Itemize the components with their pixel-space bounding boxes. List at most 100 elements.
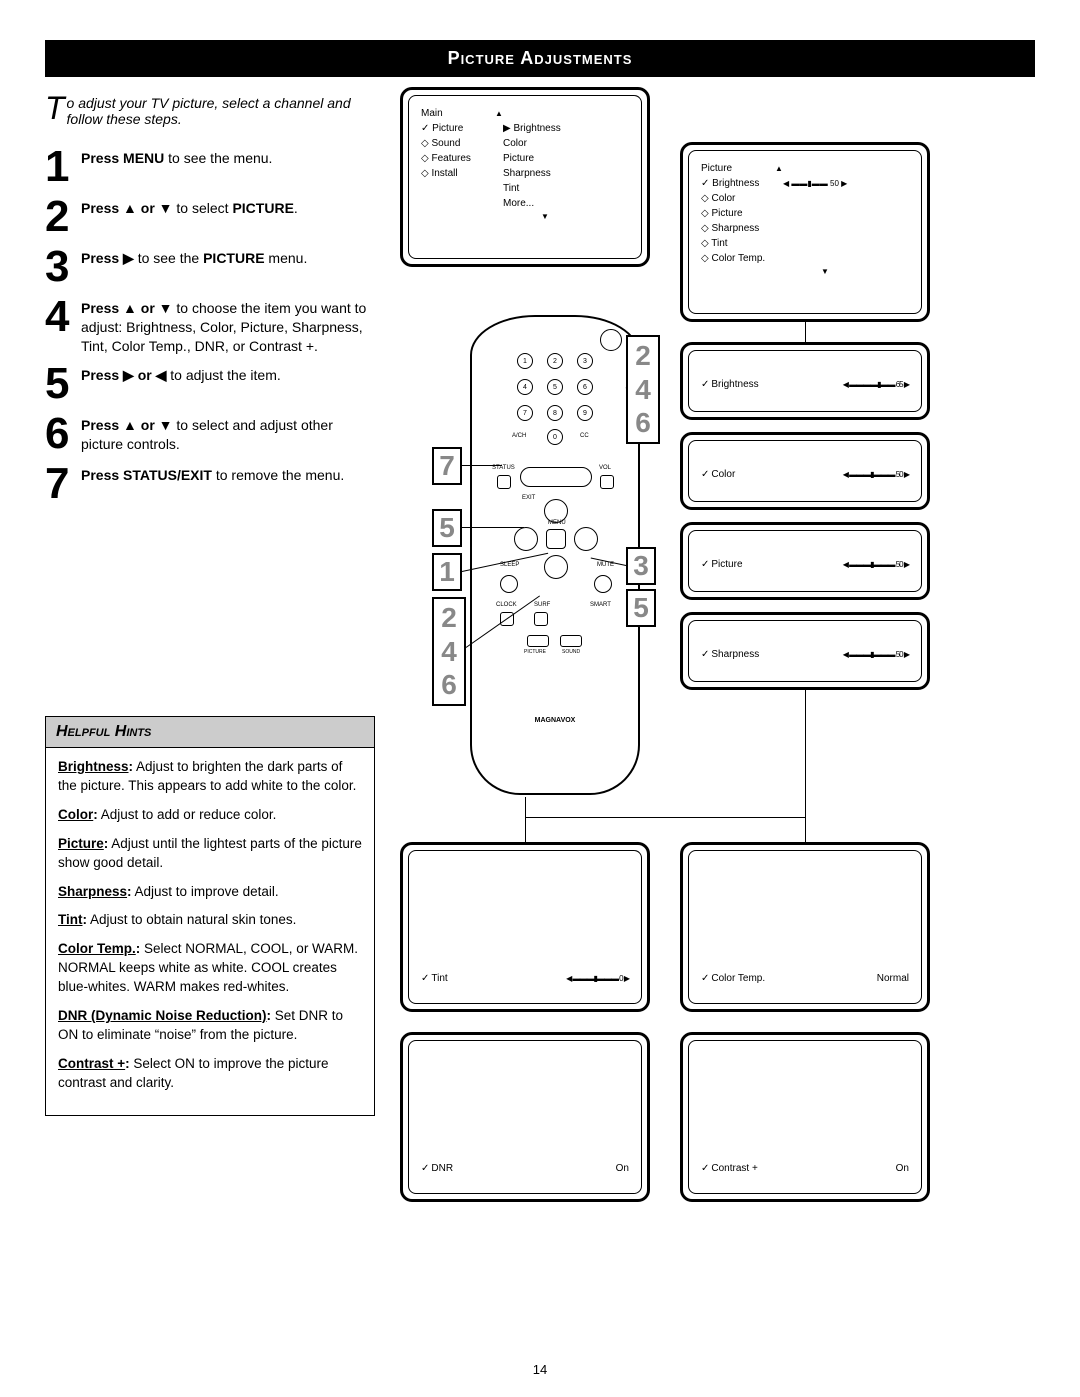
step-number: 6: [45, 412, 81, 456]
step-number: 7: [45, 462, 81, 506]
callout-r5: 5: [626, 589, 656, 627]
slider-track: ◀ ▬▬▬▮▬▬▬ 50 ▶: [843, 469, 909, 481]
remote-surf-btn: [534, 612, 548, 626]
remote-sleep-btn: [500, 575, 518, 593]
remote-btn-2: 2: [547, 353, 563, 369]
step-text: Press ▲ or ▼ to select and adjust other …: [81, 412, 375, 454]
remote-btn-4: 4: [517, 379, 533, 395]
remote-btn-1: 1: [517, 353, 533, 369]
remote-vol-label: VOL: [599, 465, 611, 471]
remote-ch-rocker: [520, 467, 592, 487]
hints-title: Helpful Hints: [46, 717, 374, 748]
tv-sharpness-slider: Sharpness ◀ ▬▬▬▮▬▬▬ 50 ▶: [680, 612, 930, 690]
remote-power-btn: [600, 329, 622, 351]
hint-item: Color Temp.: Select NORMAL, COOL, or WAR…: [58, 940, 362, 997]
remote-menu-label: MENU: [548, 520, 566, 526]
tv-colortemp-panel: Color Temp.Normal: [680, 842, 930, 1012]
step-text: Press ▶ or ◀ to adjust the item.: [81, 362, 281, 385]
remote-btn-6: 6: [577, 379, 593, 395]
tint-label: Tint: [421, 971, 448, 986]
tv-main-menu-inner: Main▲✓ Picture▶ Brightness◇ SoundColor◇ …: [415, 102, 635, 252]
callout-1: 1: [432, 553, 462, 591]
step-text: Press ▲ or ▼ to select PICTURE.: [81, 195, 298, 218]
step-item: 1Press MENU to see the menu.: [45, 145, 375, 189]
remote-sound-label: SOUND: [562, 649, 580, 655]
step-number: 5: [45, 362, 81, 406]
tv-main-menu: Main▲✓ Picture▶ Brightness◇ SoundColor◇ …: [400, 87, 650, 267]
step-number: 1: [45, 145, 81, 189]
step-text: Press ▲ or ▼ to choose the item you want…: [81, 295, 375, 356]
step-item: 2Press ▲ or ▼ to select PICTURE.: [45, 195, 375, 239]
leader-line: [462, 527, 524, 528]
remote-dpad-left: [514, 527, 538, 551]
sharpness-label: Sharpness: [701, 647, 759, 662]
intro-body: o adjust your TV picture, select a chann…: [67, 95, 351, 127]
contrast-val: On: [896, 1161, 909, 1176]
tv-contrast-panel: Contrast + On: [680, 1032, 930, 1202]
remote-btn-0: 0: [547, 429, 563, 445]
step-number: 2: [45, 195, 81, 239]
picture-label: Picture: [701, 557, 743, 572]
remote-sound-btn: [560, 635, 582, 647]
step-item: 6Press ▲ or ▼ to select and adjust other…: [45, 412, 375, 456]
contrast-label: Contrast +: [701, 1161, 758, 1176]
slider-track: ◀ ▬▬▬▮▬▬▬ 50 ▶: [843, 559, 909, 571]
slider-track: ◀ ▬▬▬▮▬▬▬ 50 ▶: [843, 649, 909, 661]
step-text: Press MENU to see the menu.: [81, 145, 272, 168]
tv-picture-menu: Picture▲✓ Brightness◀ ▬▬▮▬▬ 50 ▶◇ Color◇…: [680, 142, 930, 322]
hint-item: Color: Adjust to add or reduce color.: [58, 806, 362, 825]
remote-mute-btn: [594, 575, 612, 593]
content-area: To adjust your TV picture, select a chan…: [45, 87, 1035, 1247]
remote-btn-5: 5: [547, 379, 563, 395]
step-item: 5Press ▶ or ◀ to adjust the item.: [45, 362, 375, 406]
step-number: 4: [45, 295, 81, 339]
callout-7: 7: [432, 447, 462, 485]
remote-btn-8: 8: [547, 405, 563, 421]
callout-3: 3: [626, 547, 656, 585]
leader-line: [525, 817, 805, 818]
step-item: 7Press STATUS/EXIT to remove the menu.: [45, 462, 375, 506]
remote-clock-label: CLOCK: [496, 602, 517, 608]
remote-btn-9: 9: [577, 405, 593, 421]
remote-picture-btn: [527, 635, 549, 647]
step-item: 4Press ▲ or ▼ to choose the item you wan…: [45, 295, 375, 356]
callout-5: 5: [432, 509, 462, 547]
dnr-val: On: [616, 1161, 629, 1176]
leader-line: [462, 465, 502, 466]
callout-right-stack: 2 4 6: [626, 335, 660, 444]
intro-dropcap: T: [45, 95, 65, 122]
left-column: To adjust your TV picture, select a chan…: [45, 87, 375, 1247]
leader-line: [805, 690, 806, 842]
remote-brand: MAGNAVOX: [472, 717, 638, 724]
remote-btn-7: 7: [517, 405, 533, 421]
hint-item: DNR (Dynamic Noise Reduction): Set DNR t…: [58, 1007, 362, 1045]
slider-track: ◀ ▬▬▬▬▮▬▬ 65 ▶: [843, 379, 909, 391]
step-item: 3Press ▶ to see the PICTURE menu.: [45, 245, 375, 289]
step-number: 3: [45, 245, 81, 289]
tv-picture-menu-inner: Picture▲✓ Brightness◀ ▬▬▮▬▬ 50 ▶◇ Color◇…: [695, 157, 915, 307]
leader-line: [525, 797, 526, 842]
remote-ach-label: A/CH: [512, 433, 526, 439]
remote-dpad-down: [544, 555, 568, 579]
remote-menu-btn: [546, 529, 566, 549]
step-text: Press STATUS/EXIT to remove the menu.: [81, 462, 344, 485]
right-column-diagram: Main▲✓ Picture▶ Brightness◇ SoundColor◇ …: [390, 87, 1035, 1247]
tv-brightness-slider: Brightness ◀ ▬▬▬▬▮▬▬ 65 ▶: [680, 342, 930, 420]
page-title-bar: Picture Adjustments: [45, 40, 1035, 77]
leader-line: [805, 322, 806, 342]
steps-list: 1Press MENU to see the menu.2Press ▲ or …: [45, 145, 375, 506]
tv-dnr-panel: DNR On: [400, 1032, 650, 1202]
step-text: Press ▶ to see the PICTURE menu.: [81, 245, 307, 268]
color-label: Color: [701, 467, 735, 482]
remote-cc-label: CC: [580, 433, 589, 439]
callout-left-stack: 2 4 6: [432, 597, 466, 706]
colortemp-val: Normal: [877, 971, 909, 986]
remote-vol-btn: [600, 475, 614, 489]
remote-btn-3: 3: [577, 353, 593, 369]
tv-tint-panel: Tint◀ ▬▬▬▮▬▬▬ 0 ▶: [400, 842, 650, 1012]
brightness-label: Brightness: [701, 377, 759, 392]
page-title: Picture Adjustments: [448, 48, 633, 68]
hint-item: Sharpness: Adjust to improve detail.: [58, 883, 362, 902]
remote-smart-label: SMART: [590, 602, 611, 608]
dnr-label: DNR: [421, 1161, 453, 1176]
